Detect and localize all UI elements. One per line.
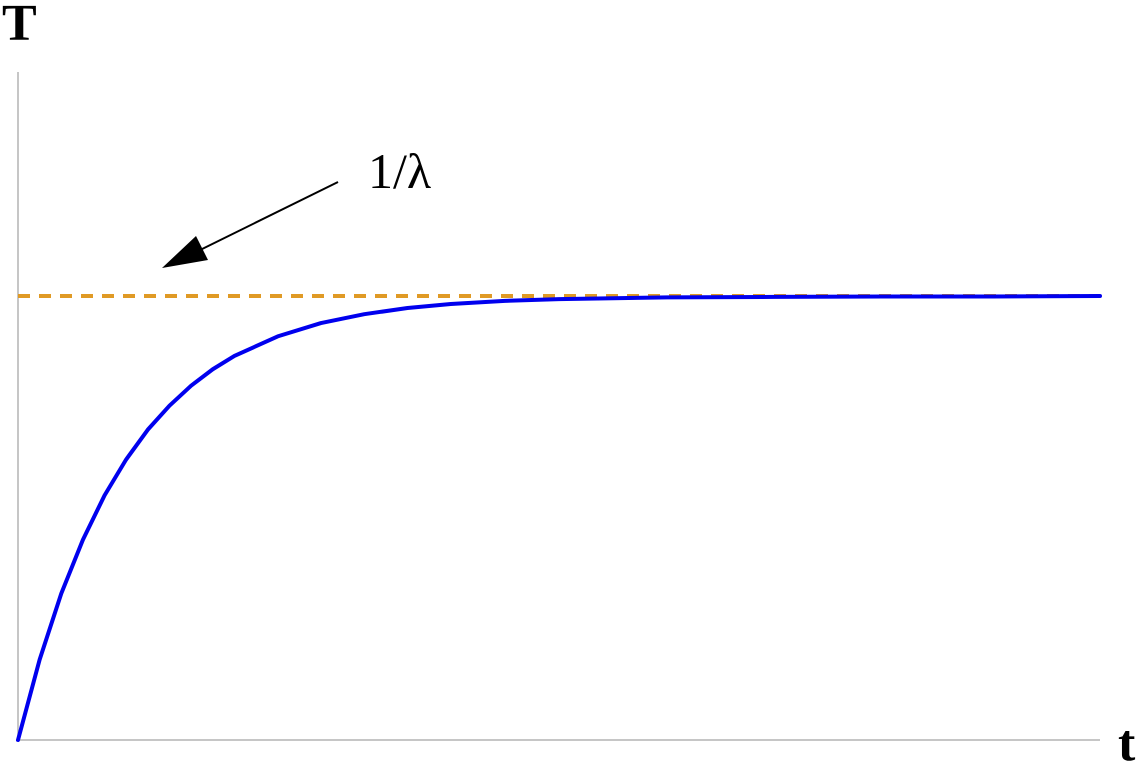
annotation-label: 1/λ — [368, 143, 431, 199]
annotation-arrowhead — [162, 236, 208, 268]
series-layer — [16, 294, 1102, 742]
axes — [17, 72, 1100, 741]
x-axis-label: t — [1118, 715, 1136, 764]
annotation-arrow-line — [191, 181, 339, 255]
annotation: 1/λ — [162, 143, 431, 268]
series-line-0 — [16, 294, 1102, 742]
y-axis-label: T — [2, 0, 37, 52]
